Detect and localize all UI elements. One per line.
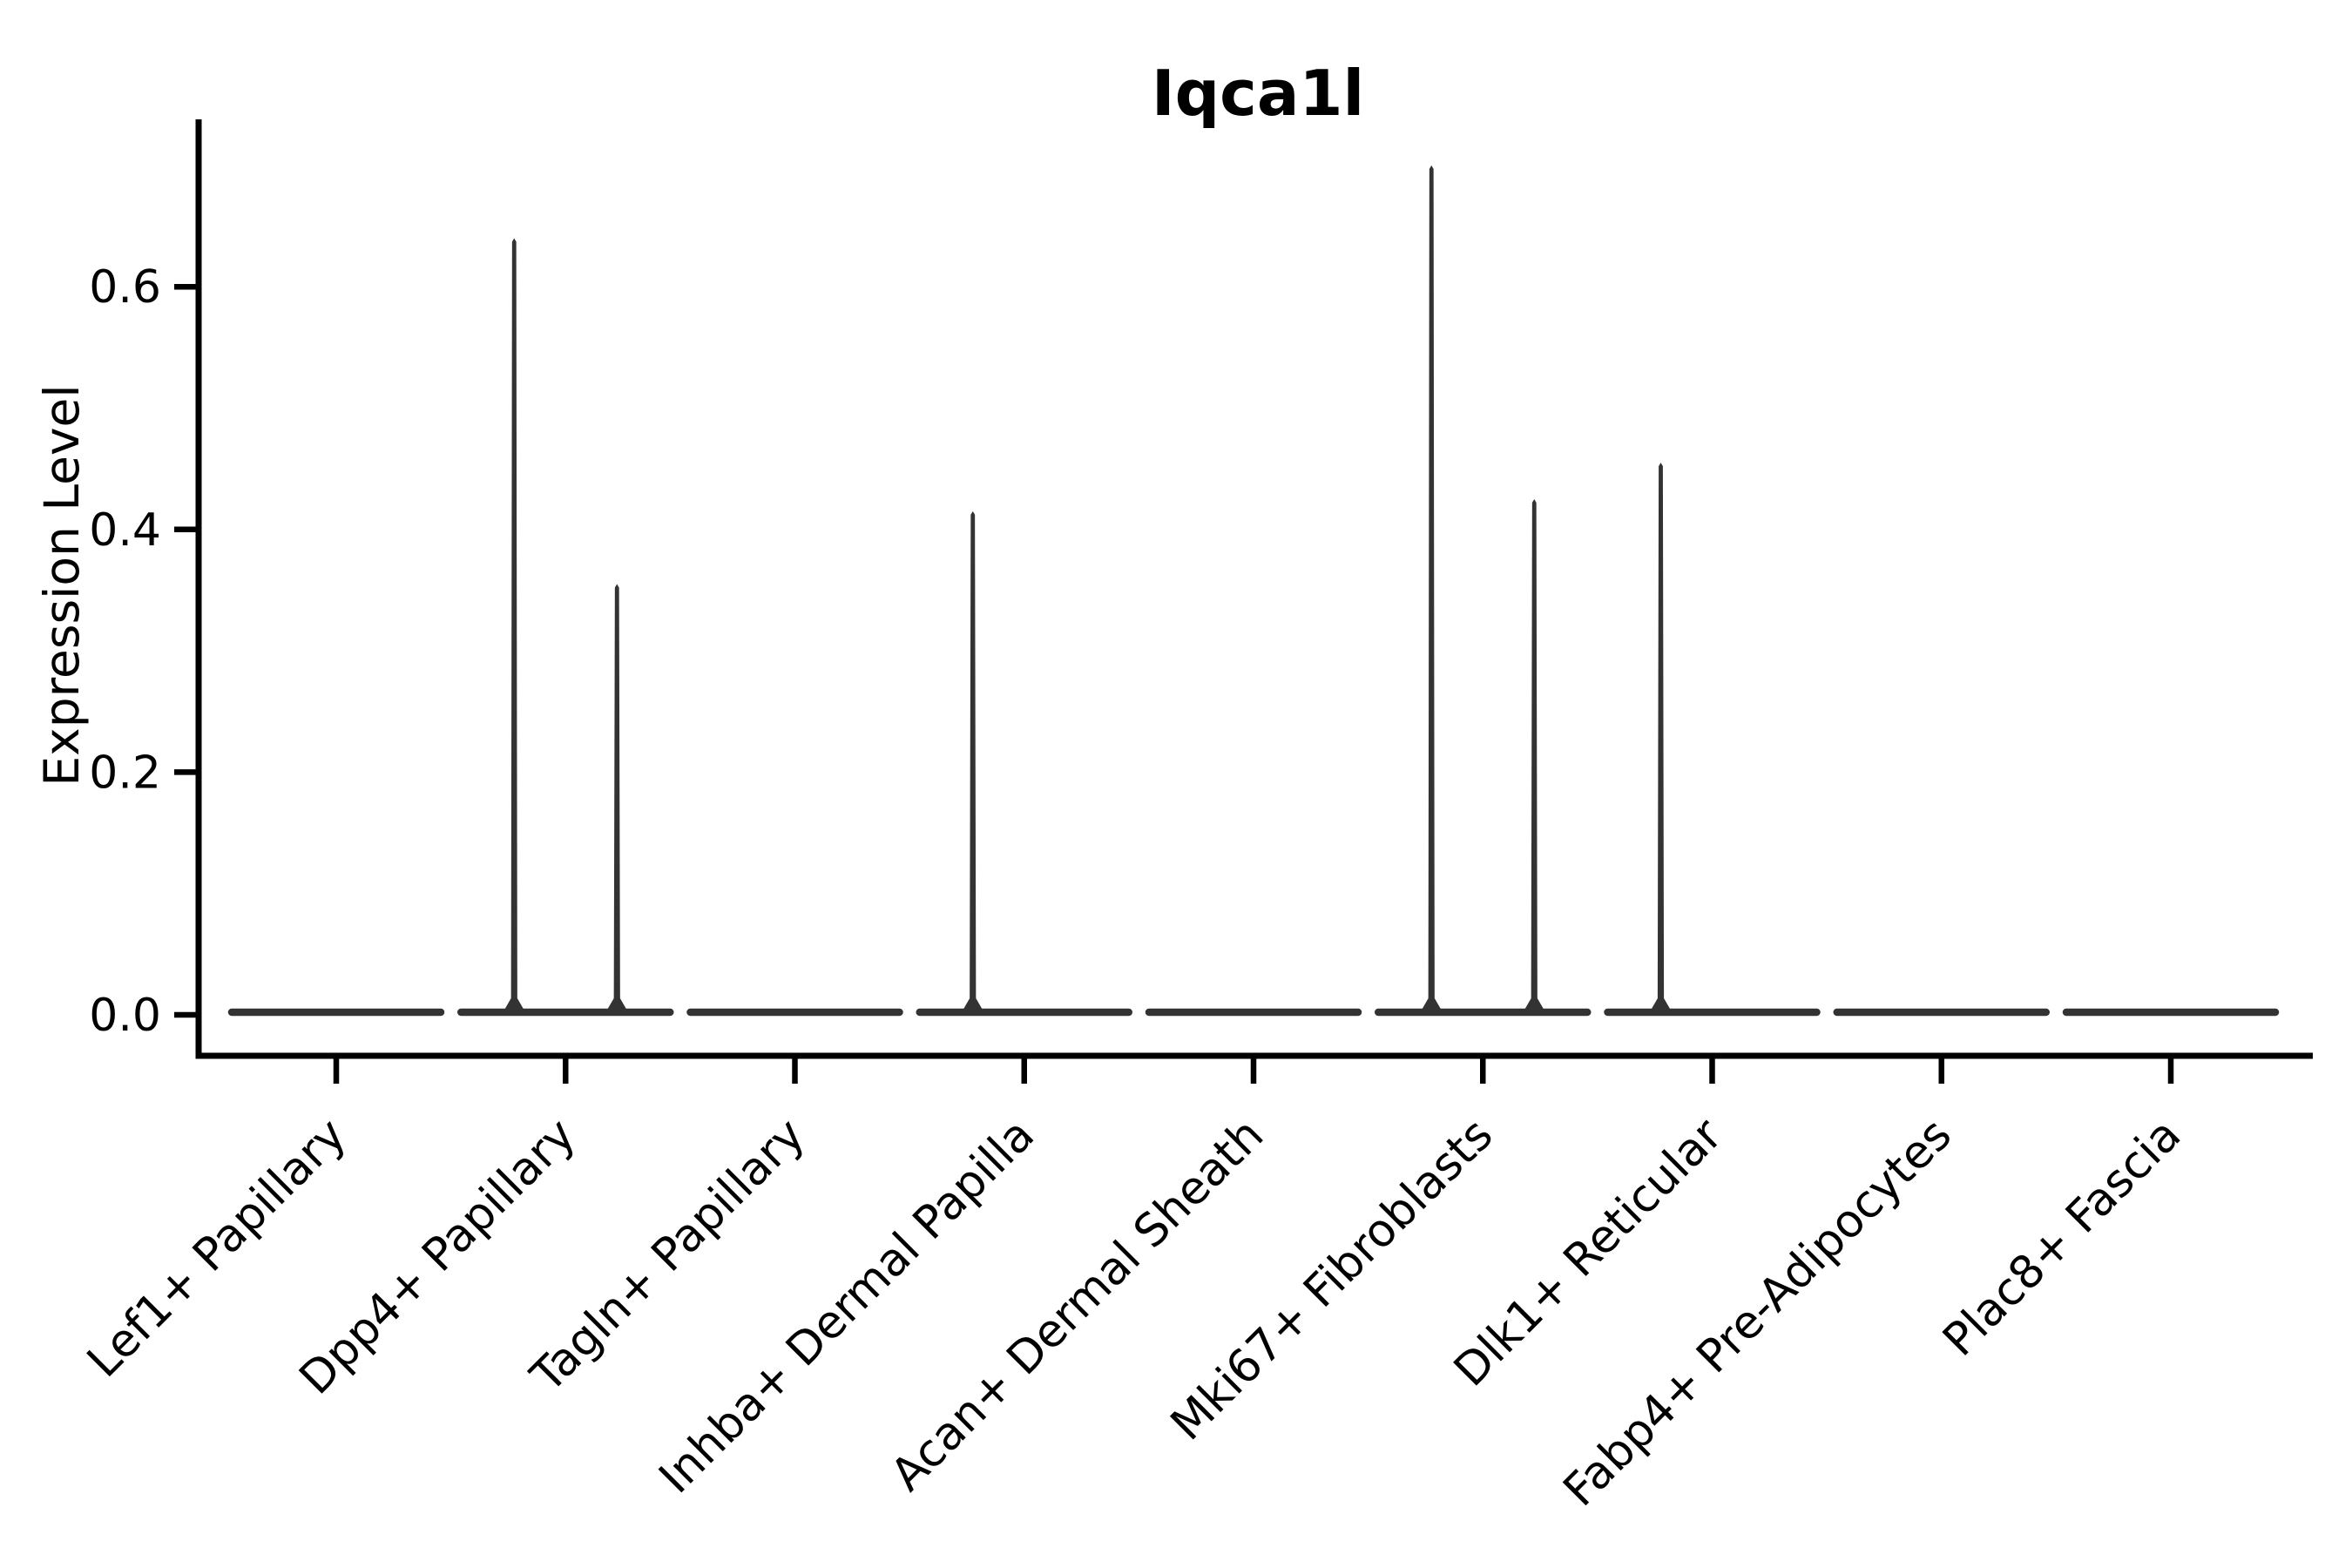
y-axis-label: Expression Level	[34, 384, 90, 786]
x-tick-label: Fabp4+ Pre-Adipocytes	[1554, 1109, 1962, 1517]
x-tick-label: Plac8+ Fascia	[1933, 1109, 2191, 1367]
y-tick-label: 0.6	[89, 261, 161, 314]
chart-title: Iqca1l	[1152, 57, 1364, 130]
y-tick-label: 0.0	[89, 990, 161, 1042]
violin-spike	[605, 584, 630, 1014]
violins-layer	[227, 165, 2280, 1017]
violin-spike	[960, 510, 985, 1014]
y-tick-label: 0.4	[89, 504, 161, 557]
violin-spike	[1648, 463, 1673, 1014]
violin-spike	[1419, 165, 1444, 1014]
x-tick-label: Inhba+ Dermal Papilla	[649, 1109, 1044, 1504]
violin-spike	[502, 238, 527, 1015]
violin-spike	[1522, 498, 1547, 1014]
x-tick-label: Acan+ Dermal Sheath	[882, 1109, 1274, 1502]
y-tick-label: 0.2	[89, 747, 161, 799]
